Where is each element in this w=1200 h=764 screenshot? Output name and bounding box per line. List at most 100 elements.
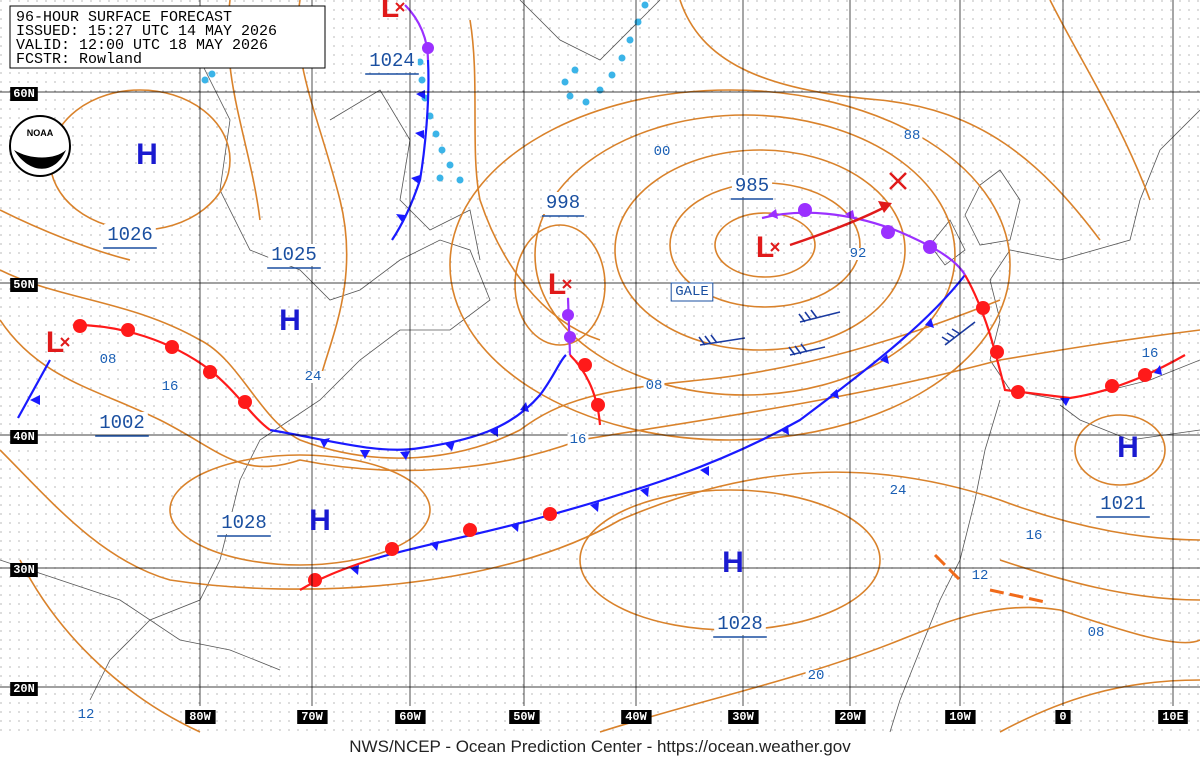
isobar-label-bg	[847, 248, 869, 260]
isobar-label-bg	[887, 485, 909, 497]
longitude-label-box	[297, 710, 328, 724]
isobar-label: 08	[1088, 625, 1105, 641]
high-center: H	[279, 304, 301, 337]
longitude-label: 70W	[301, 710, 323, 724]
high-center: H	[136, 138, 158, 171]
longitude-label-box	[1158, 710, 1188, 724]
low-center: L	[46, 326, 64, 359]
fronts	[17, 4, 1186, 591]
central-pressure-bg	[731, 175, 773, 197]
high-center: H	[722, 546, 744, 579]
isobar-label-bg	[1085, 627, 1107, 639]
central-pressure-bg	[1097, 493, 1149, 515]
central-pressure: 1028	[717, 613, 763, 635]
low-center: L	[548, 268, 566, 301]
front-symbols	[30, 42, 1162, 587]
latitude-label: 60N	[13, 87, 35, 101]
high-center: H	[1117, 431, 1139, 464]
low-center: L	[381, 0, 399, 24]
isobars	[0, 0, 1200, 733]
storm-track	[789, 172, 907, 247]
ice-edge	[201, 1, 649, 184]
low-center-x	[770, 242, 780, 252]
latitude-label: 50N	[13, 278, 35, 292]
isobar-label-bg	[1023, 530, 1045, 542]
longitude-label-box	[728, 710, 759, 724]
central-pressure: 1021	[1100, 493, 1146, 515]
isobar-label: 92	[850, 246, 867, 262]
central-pressure: 1028	[221, 512, 267, 534]
central-pressure-bg	[96, 412, 148, 434]
footer: NWS/NCEP - Ocean Prediction Center - htt…	[349, 737, 851, 756]
gale-warning-box	[670, 282, 714, 302]
longitude-label-box	[185, 710, 216, 724]
isobar-label: 12	[972, 568, 989, 584]
longitude-label: 10E	[1162, 710, 1184, 724]
central-pressure: 998	[546, 192, 580, 214]
isobar-label-bg	[159, 381, 181, 393]
latitude-label: 40N	[13, 430, 35, 444]
latitude-label-box	[10, 430, 38, 444]
central-pressure-bg	[542, 192, 584, 214]
low-center: L	[756, 231, 774, 264]
low-center-x	[60, 337, 70, 347]
isobar-label: 88	[904, 128, 921, 144]
isobar-label: 12	[78, 707, 95, 723]
isobar-label-bg	[969, 570, 991, 582]
header-issued: ISSUED: 15:27 UTC 14 MAY 2026	[16, 23, 277, 40]
low-center-x	[395, 2, 405, 12]
longitude-label-box	[395, 710, 426, 724]
header-title: 96-HOUR SURFACE FORECAST	[16, 9, 232, 26]
central-pressure-bg	[104, 224, 156, 246]
longitude-label: 50W	[513, 710, 535, 724]
isobar-label: 16	[162, 379, 179, 395]
latitude-label-box	[10, 278, 38, 292]
high-center: H	[309, 504, 331, 537]
latitude-label-box	[10, 563, 38, 577]
longitude-label-box	[509, 710, 540, 724]
logo-text: NOAA	[27, 128, 54, 138]
central-pressure: 1025	[271, 244, 317, 266]
longitude-label: 10W	[949, 710, 971, 724]
isobar-label: 20	[808, 668, 825, 684]
isobar-label-bg	[75, 709, 97, 721]
central-pressure-bg	[218, 512, 270, 534]
longitude-label-box	[945, 710, 976, 724]
longitude-label: 80W	[189, 710, 211, 724]
isobar-label-bg	[901, 130, 923, 142]
header-box	[9, 5, 326, 69]
noaa-logo: NOAA	[9, 115, 71, 177]
longitude-label-box	[621, 710, 652, 724]
isobar-label-bg	[1139, 348, 1161, 360]
latitude-label-box	[10, 87, 38, 101]
isobar-label-bg	[302, 371, 324, 383]
isobar-label-bg	[651, 146, 673, 158]
isobar-label: 08	[646, 378, 663, 394]
longitude-label: 30W	[732, 710, 754, 724]
isobar-label: 24	[305, 369, 322, 385]
longitude-label-box	[1055, 710, 1071, 724]
gale-warning: GALE	[675, 284, 709, 300]
header-forecaster: FCSTR: Rowland	[16, 51, 142, 68]
header-valid: VALID: 12:00 UTC 18 MAY 2026	[16, 37, 268, 54]
isobar-label: 16	[1026, 528, 1043, 544]
central-pressure: 985	[735, 175, 769, 197]
central-pressure-bg	[714, 613, 766, 635]
isobar-label-bg	[567, 434, 589, 446]
isobar-label: 24	[890, 483, 907, 499]
isobar-label-bg	[97, 354, 119, 366]
isobar-label-bg	[805, 670, 827, 682]
longitude-label: 60W	[399, 710, 421, 724]
latitude-label: 20N	[13, 682, 35, 696]
isobar-label: 00	[654, 144, 671, 160]
longitude-label: 0	[1059, 710, 1066, 724]
central-pressure: 1024	[369, 50, 415, 72]
isobar-label: 08	[100, 352, 117, 368]
central-pressure: 1002	[99, 412, 145, 434]
longitude-label-box	[835, 710, 866, 724]
central-pressure-bg	[268, 244, 320, 266]
low-center-x	[562, 279, 572, 289]
longitude-label: 20W	[839, 710, 861, 724]
latitude-label-box	[10, 682, 38, 696]
